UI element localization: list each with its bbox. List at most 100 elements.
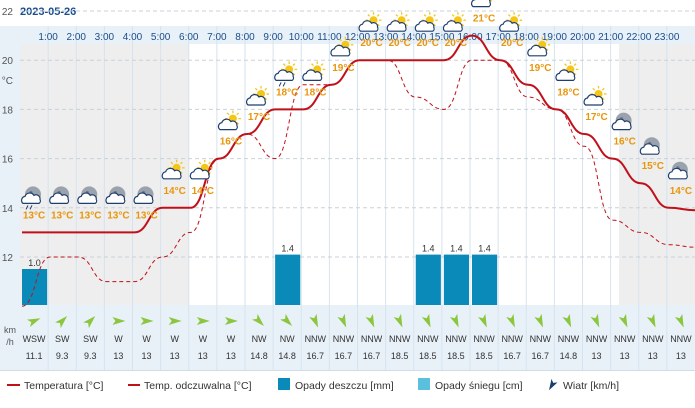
rain-bar — [275, 254, 301, 305]
hour-label: 10:00 — [289, 32, 314, 43]
wind-direction-label: NW — [280, 334, 295, 344]
wind-direction-label: NNW — [670, 334, 692, 344]
sun-ray — [254, 87, 258, 91]
temperature-label: 17°C — [248, 112, 270, 123]
night-cloudy-icon — [105, 186, 126, 204]
cloud-shape — [471, 0, 491, 8]
wind-arrow-icon — [421, 313, 431, 328]
wind-speed-label: 16.7 — [532, 351, 550, 361]
cloud-shape — [274, 69, 295, 81]
rain-bar — [472, 254, 498, 305]
cloud-shape — [77, 192, 98, 204]
cloud-shape — [133, 192, 154, 204]
wind-arrow-icon — [478, 313, 487, 328]
hour-label: 13:00 — [373, 32, 398, 43]
wind-arrow-shape — [309, 313, 319, 328]
legend-rain-swatch — [278, 378, 290, 390]
temperature-label: 19°C — [332, 63, 354, 74]
sun-ray — [208, 161, 211, 165]
cloud-shape — [414, 20, 435, 32]
sun-ray — [433, 23, 436, 27]
wind-speed-label: 13 — [142, 351, 152, 361]
night-cloudy-icon — [611, 112, 632, 131]
wind-direction-label: SW — [83, 334, 98, 344]
sun-ray — [283, 63, 286, 66]
sun-ray — [292, 63, 296, 66]
hour-label: 22:00 — [626, 32, 651, 43]
cloud-shape — [161, 167, 182, 180]
wind-arrow-icon — [534, 313, 544, 328]
night-cloudy-icon — [77, 186, 98, 204]
wind-direction-label: NNW — [333, 334, 355, 344]
wind-arrow-icon — [280, 313, 293, 326]
temperature-line — [22, 34, 695, 234]
sun-ray — [395, 14, 399, 17]
felt-temperature-line — [21, 59, 695, 307]
cloud-shape — [246, 94, 266, 106]
temperature-label: 20°C — [417, 38, 439, 49]
y-tick-label: 14 — [2, 204, 14, 215]
wind-arrow-icon — [674, 313, 684, 328]
sun-cloud-icon — [358, 12, 382, 32]
wind-direction-label: NNW — [558, 334, 580, 344]
hour-label: 20:00 — [570, 32, 595, 43]
sun-ray — [573, 72, 577, 76]
sun-ray — [451, 14, 455, 17]
wind-direction-label: SW — [55, 334, 70, 344]
wind-direction-label: NNW — [614, 334, 636, 344]
wind-arrow-icon — [337, 313, 347, 328]
temperature-label: 18°C — [276, 87, 298, 98]
wind-direction-label: W — [170, 334, 179, 344]
cloud-shape — [217, 118, 238, 131]
wind-speed-label: 18.5 — [391, 351, 409, 361]
wind-arrow-icon — [112, 317, 126, 325]
date-label: 2023-05-26 — [20, 6, 77, 18]
cloud-shape — [527, 44, 548, 57]
sun-cloud-icon — [471, 0, 493, 8]
sun-cloud-icon — [386, 12, 410, 32]
rain-value-label: 1.0 — [28, 258, 41, 268]
rain-value-label: 1.4 — [281, 244, 294, 254]
hour-label: 18:00 — [514, 32, 539, 43]
hour-label: 23:00 — [654, 32, 679, 43]
sun-ray — [208, 171, 211, 174]
sun-ray — [348, 48, 352, 51]
legend-wind-arrow — [549, 378, 558, 391]
wind-speed-label: 13 — [676, 351, 686, 361]
sun-ray — [198, 161, 202, 165]
temperature-label: 16°C — [220, 137, 242, 148]
sun-cloud-icon — [189, 159, 213, 180]
wind-arrow-shape — [168, 317, 182, 325]
sun-ray — [545, 48, 549, 51]
sun-ray — [461, 14, 464, 17]
sun-cloud-rain-icon — [274, 61, 298, 87]
temperature-label: 18°C — [304, 87, 326, 98]
wind-speed-label: 14.8 — [278, 351, 296, 361]
hour-label: 21:00 — [598, 32, 623, 43]
sun-ray — [376, 23, 380, 27]
wind-speed-label: 13 — [226, 351, 236, 361]
wind-speed-label: 16.7 — [503, 351, 521, 361]
sun-ray — [180, 161, 183, 165]
wind-arrow-shape — [365, 313, 375, 328]
temperature-label: 20°C — [501, 38, 523, 49]
wind-direction-label: NW — [252, 334, 267, 344]
sun-ray — [236, 122, 239, 125]
sun-cloud-icon — [414, 12, 438, 32]
sun-ray — [405, 14, 408, 17]
cloud-shape — [302, 69, 323, 81]
wind-arrow-icon — [309, 313, 319, 328]
rain-value-label: 1.4 — [422, 244, 435, 254]
sun-ray — [376, 14, 380, 17]
temperature-label: 13°C — [135, 210, 157, 221]
night-cloudy-rain-icon — [21, 186, 41, 210]
sun-cloud-icon — [527, 36, 551, 57]
cloud-shape — [555, 69, 576, 81]
hour-label: 3:00 — [95, 32, 115, 43]
sun-ray — [461, 23, 464, 27]
cloud-shape — [105, 192, 126, 204]
wind-arrow-icon — [365, 313, 375, 328]
wind-arrow-icon — [55, 316, 68, 329]
hour-label: 14:00 — [401, 32, 426, 43]
